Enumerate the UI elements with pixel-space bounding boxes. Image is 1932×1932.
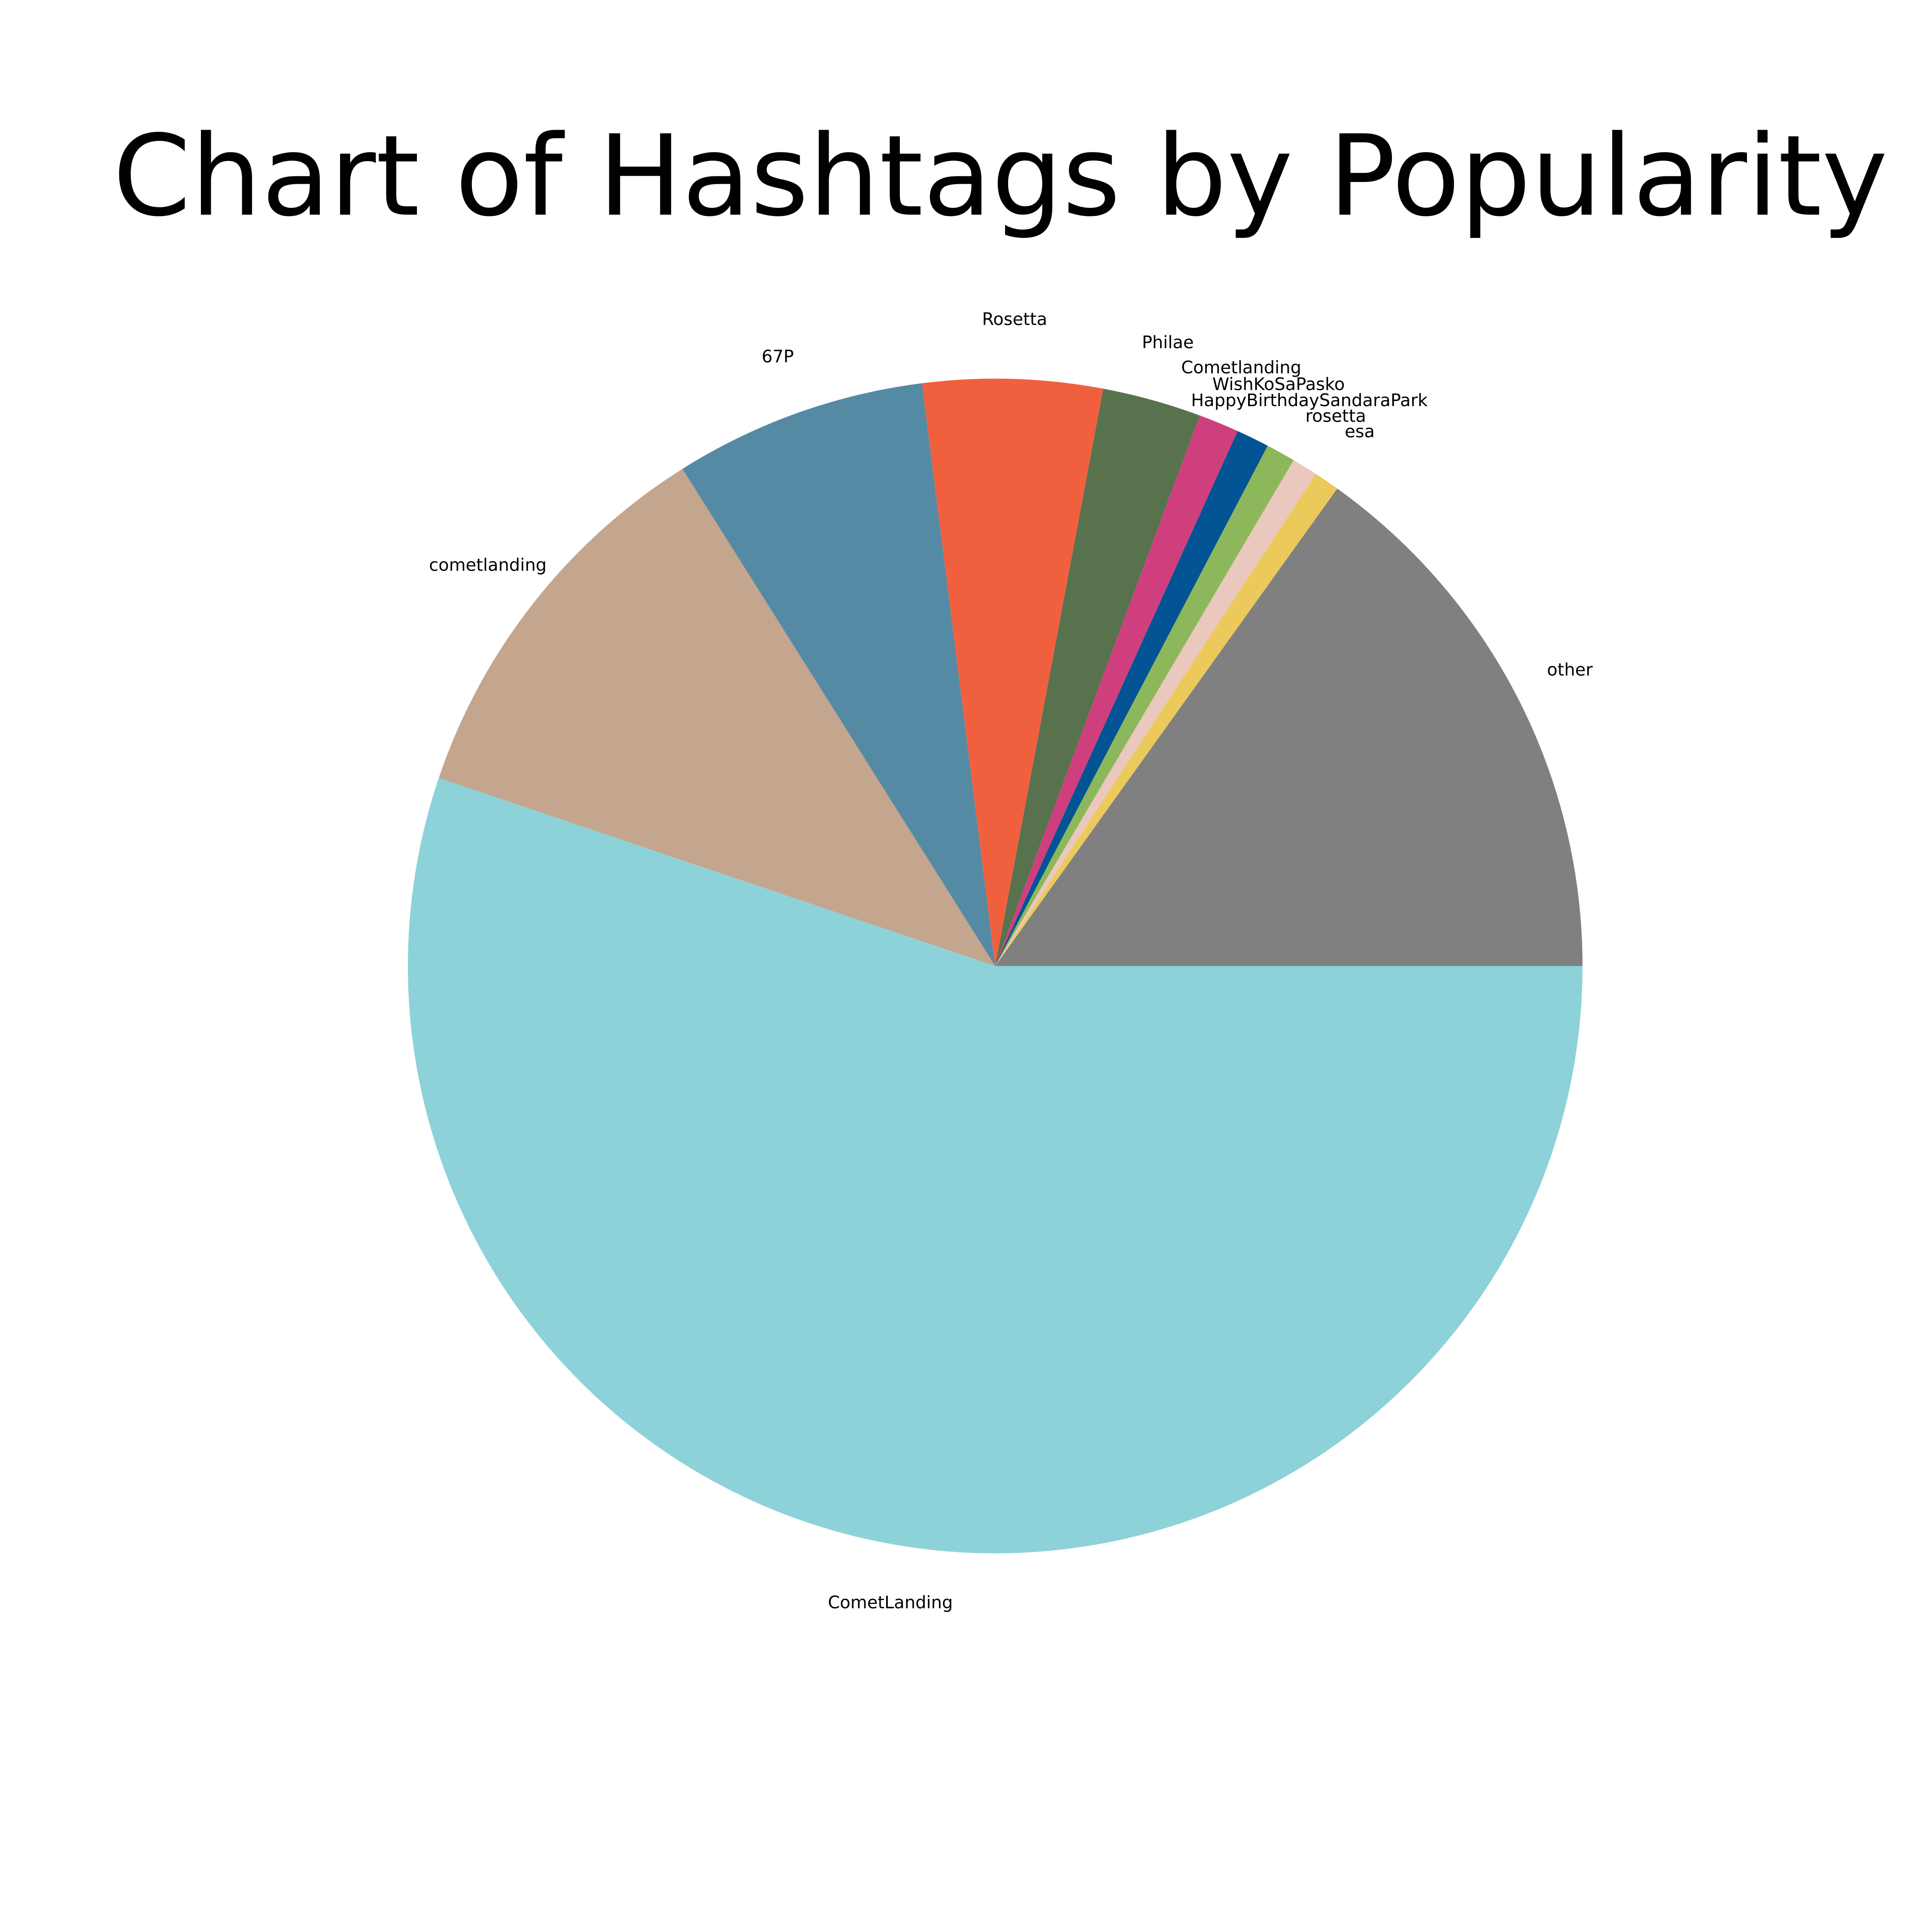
pie-slice-67p-2 (682, 383, 995, 966)
pie-label-philae-4: Philae (1142, 333, 1194, 352)
pie-slice-other-10 (995, 488, 1583, 966)
pie-slice-cometlanding-0 (407, 778, 1583, 1553)
pie-label-happybirthdaysandarapark-7: HappyBirthdaySandaraPark (1191, 391, 1428, 410)
pie-label-other-10: other (1547, 660, 1593, 680)
pie-label-wishkosapasko-6: WishKoSaPasko (1212, 375, 1345, 395)
pie-label-esa-9: esa (1345, 422, 1375, 442)
pie-label-cometlanding-0: CometLanding (828, 1593, 953, 1613)
pie-label-rosetta-8: rosetta (1306, 406, 1366, 426)
pie-slice-cometlanding-5 (995, 415, 1238, 966)
pie-slice-rosetta-3 (922, 378, 1103, 966)
pie-slice-rosetta-8 (995, 460, 1316, 966)
pie-slice-philae-4 (995, 389, 1200, 966)
pie-slices (407, 378, 1583, 1553)
chart-title: Chart of Hashtags by Popularity (113, 112, 1888, 241)
pie-slice-happybirthdaysandarapark-7 (995, 446, 1294, 966)
pie-slice-wishkosapasko-6 (995, 431, 1268, 966)
pie-label-67p-2: 67P (762, 347, 794, 367)
pie-label-cometlanding-5: Cometlanding (1181, 358, 1301, 378)
pie-labels: CometLanding cometlanding 67P Rosetta Philae… (429, 310, 1593, 1613)
pie-label-cometlanding-1: cometlanding (429, 555, 547, 575)
pie-slice-cometlanding-1 (438, 469, 995, 966)
pie-slice-esa-9 (995, 474, 1337, 966)
pie-label-rosetta-3: Rosetta (982, 310, 1047, 329)
